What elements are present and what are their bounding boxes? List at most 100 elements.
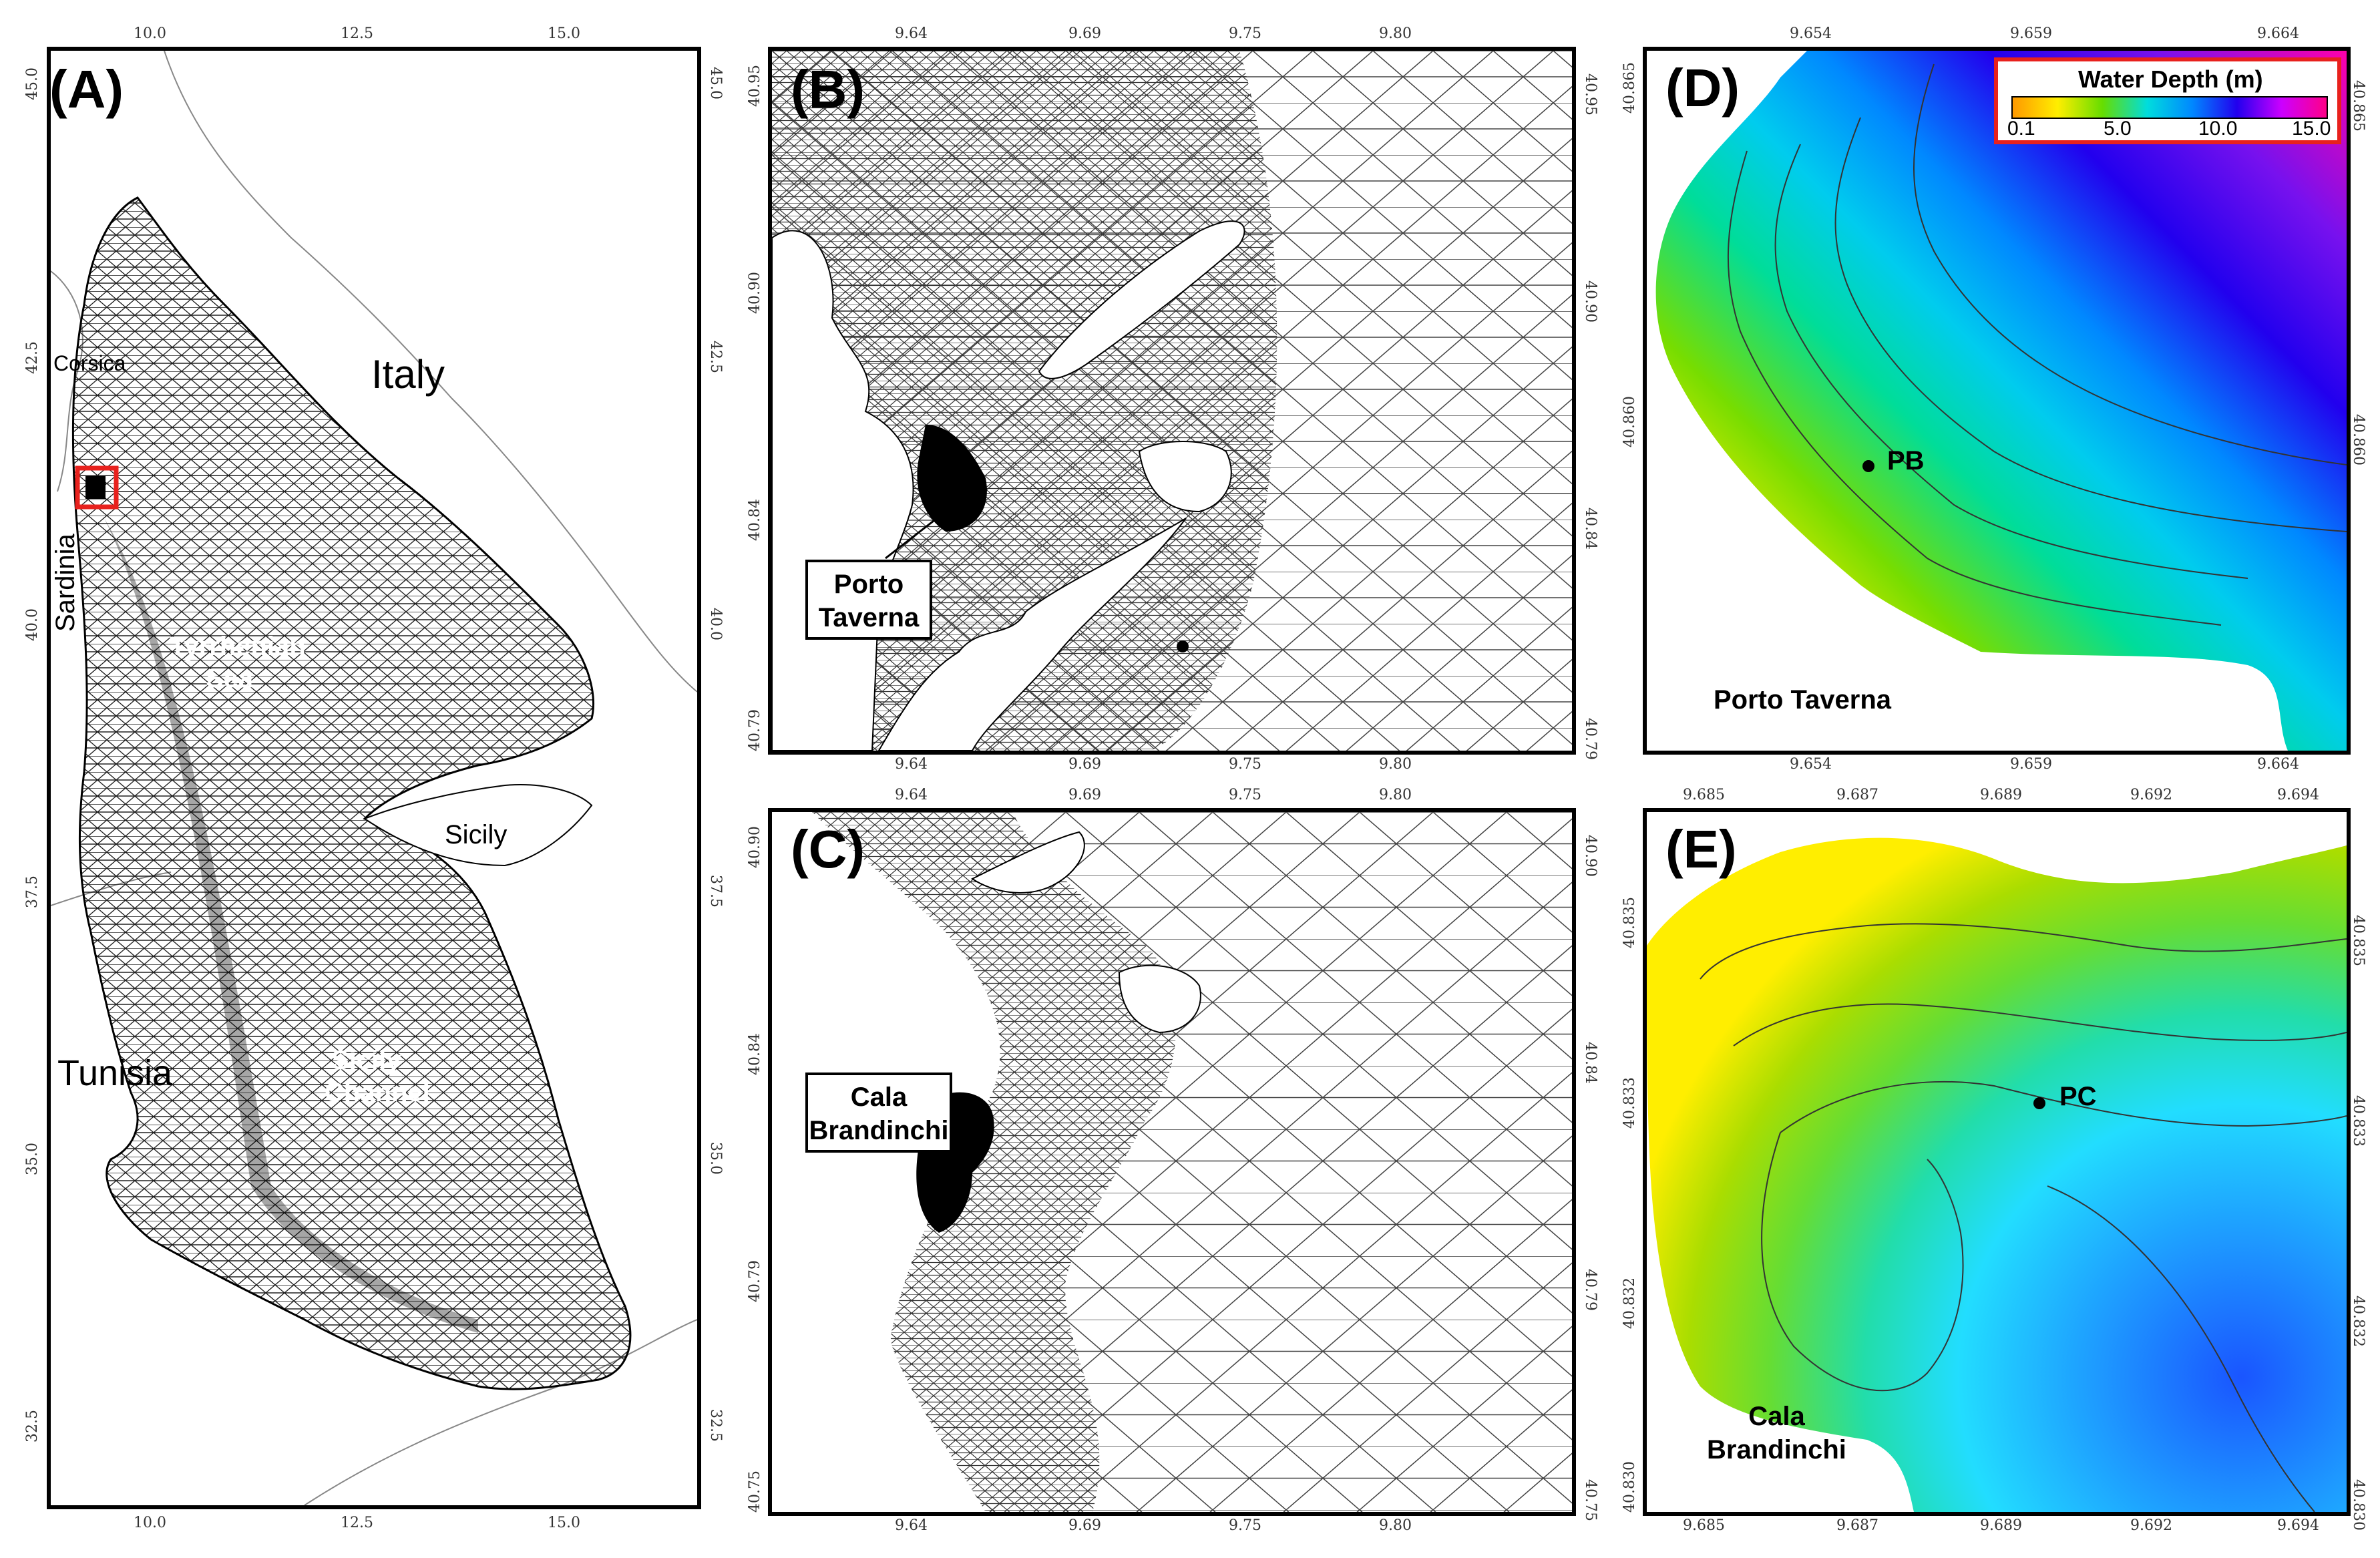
y-tick: 40.90 bbox=[1582, 280, 1599, 323]
panel-c-frame: (C) Cala Brandinchi bbox=[768, 808, 1576, 1516]
station-pb-label: PB bbox=[1887, 446, 1925, 475]
x-tick: 9.80 bbox=[1379, 756, 1412, 773]
y-tick: 40.860 bbox=[2350, 414, 2367, 465]
y-tick: 40.79 bbox=[1582, 1269, 1599, 1311]
island-large bbox=[1038, 220, 1245, 379]
y-tick: 32.5 bbox=[24, 1410, 41, 1442]
station-pb-marker bbox=[1862, 460, 1874, 472]
panel-a-label: (A) bbox=[49, 59, 124, 119]
callout-line bbox=[885, 510, 946, 560]
x-tick: 9.75 bbox=[1229, 756, 1261, 773]
x-tick: 9.664 bbox=[2257, 25, 2299, 42]
sicily-island bbox=[363, 784, 593, 867]
x-tick: 9.69 bbox=[1068, 25, 1101, 42]
y-tick: 40.79 bbox=[747, 709, 763, 751]
mesh-domain bbox=[71, 196, 632, 1390]
callout-line1: Cala bbox=[850, 1083, 908, 1112]
y-tick: 40.833 bbox=[2350, 1095, 2367, 1147]
x-tick: 15.0 bbox=[548, 25, 580, 42]
x-tick: 9.689 bbox=[1980, 1517, 2022, 1534]
place-line2: Brandinchi bbox=[1707, 1435, 1846, 1465]
porto-taverna-dense bbox=[917, 425, 987, 532]
label-sicily: Sicily bbox=[445, 820, 508, 849]
y-tick: 40.84 bbox=[1582, 508, 1599, 550]
panel-e-bathymetry bbox=[1647, 812, 2347, 1512]
panel-c-map bbox=[772, 812, 1572, 1512]
y-tick: 40.835 bbox=[1621, 897, 1638, 948]
label-tyrrhenian: Tyrrhenian bbox=[170, 632, 306, 661]
colorbar-tick: 10.0 bbox=[2198, 118, 2238, 140]
x-tick: 9.80 bbox=[1379, 1517, 1412, 1534]
y-tick: 40.0 bbox=[707, 608, 724, 640]
x-tick: 9.659 bbox=[2010, 25, 2052, 42]
x-tick: 9.69 bbox=[1068, 787, 1101, 803]
y-tick: 35.0 bbox=[707, 1142, 724, 1175]
y-tick: 40.79 bbox=[1582, 718, 1599, 760]
station-marker bbox=[1177, 640, 1189, 652]
x-tick: 9.80 bbox=[1379, 25, 1412, 42]
y-tick: 40.90 bbox=[1582, 835, 1599, 877]
x-tick: 9.64 bbox=[895, 787, 928, 803]
callout-line bbox=[948, 1105, 973, 1111]
y-tick: 40.835 bbox=[2350, 915, 2367, 966]
water-area bbox=[1647, 837, 2347, 1512]
y-tick: 40.95 bbox=[747, 65, 763, 107]
y-tick: 40.865 bbox=[1621, 62, 1638, 114]
y-tick: 37.5 bbox=[707, 875, 724, 908]
colorbar: Water Depth (m) 0.1 5.0 10.0 15.0 bbox=[1994, 57, 2341, 144]
land-south bbox=[877, 518, 1187, 751]
colorbar-tick: 15.0 bbox=[2292, 118, 2331, 140]
callout-cala-brandinchi: Cala Brandinchi bbox=[805, 1073, 952, 1153]
x-tick: 9.654 bbox=[1790, 756, 1832, 773]
panel-b-frame: (B) Porto Taverna bbox=[768, 47, 1576, 755]
depth-contour bbox=[1780, 1081, 2347, 1133]
place-cala-brandinchi: Cala Brandinchi bbox=[1707, 1400, 1846, 1467]
panel-c: (C) Cala Brandinchi 9.64 9.69 9.75 9.80 … bbox=[741, 781, 1603, 1536]
water-area bbox=[1655, 51, 2347, 751]
y-tick: 45.0 bbox=[24, 67, 41, 100]
y-tick: 40.830 bbox=[2350, 1479, 2367, 1531]
y-tick: 40.79 bbox=[747, 1260, 763, 1302]
x-tick: 9.69 bbox=[1068, 756, 1101, 773]
panel-d: (D) PB Porto Taverna Water Depth (m) 0.1… bbox=[1616, 20, 2371, 775]
x-tick: 9.64 bbox=[895, 1517, 928, 1534]
x-tick: 9.694 bbox=[2277, 1517, 2319, 1534]
x-tick: 9.75 bbox=[1229, 1517, 1261, 1534]
y-tick: 40.832 bbox=[1621, 1278, 1638, 1329]
place-porto-taverna: Porto Taverna bbox=[1714, 685, 1891, 715]
y-tick: 42.5 bbox=[24, 341, 41, 374]
station-pc-marker bbox=[2033, 1097, 2045, 1109]
callout-line1: Porto bbox=[833, 570, 904, 599]
depth-contour bbox=[1733, 1003, 2347, 1046]
x-tick: 9.75 bbox=[1229, 25, 1261, 42]
y-tick: 40.832 bbox=[2350, 1296, 2367, 1347]
x-tick: 15.0 bbox=[548, 1515, 580, 1531]
callout-line2: Taverna bbox=[818, 603, 920, 632]
x-tick: 9.687 bbox=[1836, 787, 1878, 803]
x-tick: 9.689 bbox=[1980, 787, 2022, 803]
island-small bbox=[1118, 964, 1201, 1034]
y-tick: 40.0 bbox=[24, 608, 41, 641]
y-tick: 40.75 bbox=[1582, 1479, 1599, 1521]
panel-a-frame: (A) Italy Corsica Sardinia Tyrrhenian Se… bbox=[47, 47, 701, 1509]
y-tick: 40.95 bbox=[1582, 73, 1599, 116]
y-tick: 42.5 bbox=[707, 341, 724, 373]
depth-contour bbox=[1727, 150, 2222, 626]
label-sardinia: Sardinia bbox=[51, 534, 80, 632]
y-tick: 40.860 bbox=[1621, 396, 1638, 447]
x-tick: 9.75 bbox=[1229, 787, 1261, 803]
y-tick: 40.84 bbox=[747, 1033, 763, 1075]
station-pc-label: PC bbox=[2059, 1082, 2097, 1111]
depth-contour bbox=[1834, 117, 2347, 532]
x-tick: 9.687 bbox=[1836, 1517, 1878, 1534]
panel-b: (B) Porto Taverna 9.64 9.69 9.75 9.80 9.… bbox=[741, 20, 1603, 775]
label-corsica: Corsica bbox=[53, 351, 126, 375]
panel-a: (A) Italy Corsica Sardinia Tyrrhenian Se… bbox=[20, 20, 728, 1536]
coastline bbox=[164, 51, 697, 693]
y-tick: 40.90 bbox=[747, 826, 763, 868]
panel-a-map bbox=[51, 51, 697, 1505]
x-tick: 10.0 bbox=[134, 1515, 166, 1531]
x-tick: 9.69 bbox=[1068, 1517, 1101, 1534]
x-tick: 9.80 bbox=[1379, 787, 1412, 803]
colorbar-strip bbox=[2011, 96, 2328, 119]
